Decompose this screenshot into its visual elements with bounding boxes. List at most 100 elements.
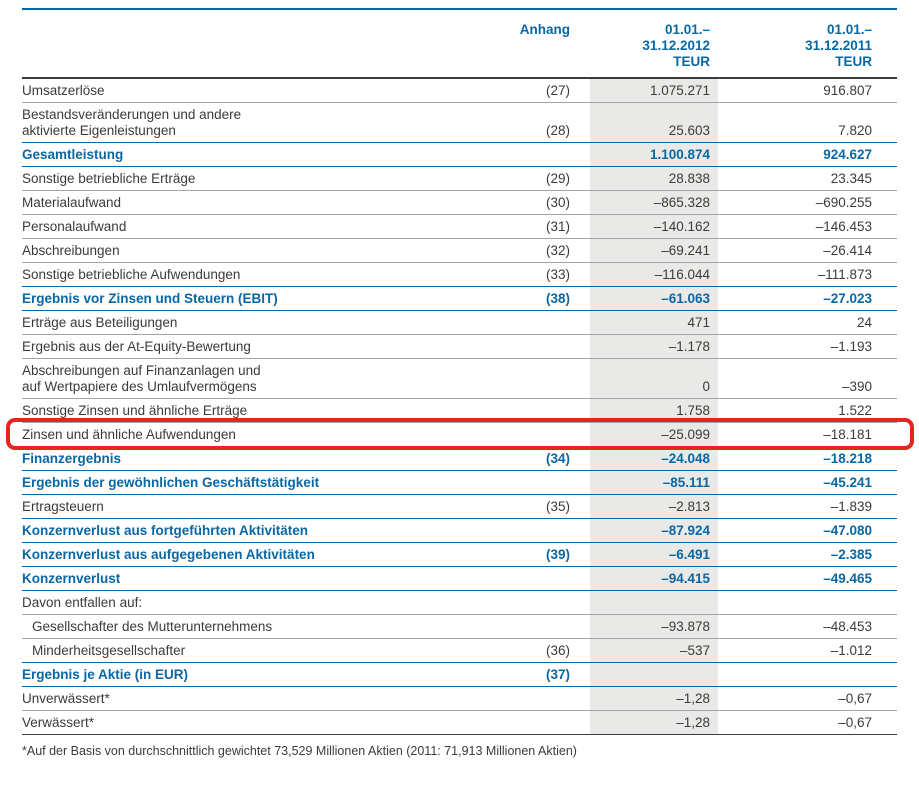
row-value-2011: –0,67 [838, 715, 872, 730]
row-value-2012: –1,28 [590, 711, 718, 734]
row-label: Gesamtleistung [22, 147, 124, 162]
row-anhang-ref: (29) [545, 171, 570, 186]
row-label: Abschreibungen auf Finanzanlagen und auf… [22, 363, 261, 394]
row-value-2011: 1.522 [838, 403, 872, 418]
row-label: Ergebnis der gewöhnlichen Geschäftstätig… [22, 475, 320, 490]
row-value-2012: –94.415 [590, 567, 718, 590]
row-anhang-ref [440, 335, 590, 358]
row-anhang-ref [440, 615, 590, 638]
row-anhang-ref: (27) [545, 83, 570, 98]
row-label: Sonstige betriebliche Erträge [22, 171, 196, 186]
row-value-2011: –48.453 [823, 619, 872, 634]
table-row: Sonstige Zinsen und ähnliche Erträge 1.75… [22, 399, 897, 423]
row-value-2011: –146.453 [815, 219, 872, 234]
table-row: Gesellschafter des Mutterunternehmens –93… [22, 615, 897, 639]
row-value-2011: –27.023 [823, 291, 872, 306]
row-value-2011 [718, 663, 897, 686]
row-anhang-ref [440, 423, 590, 446]
row-value-2012: 1.758 [590, 399, 718, 422]
row-label: Umsatzerlöse [22, 83, 105, 98]
row-anhang-ref: (31) [545, 219, 570, 234]
row-value-2012: 28.838 [590, 167, 718, 190]
row-label: Gesellschafter des Mutterunternehmens [32, 619, 273, 634]
row-value-2012: –116.044 [590, 263, 718, 286]
table-row: Minderheitsgesellschafter (36) –537 –1.012 [22, 639, 897, 663]
row-anhang-ref [440, 591, 590, 614]
row-value-2011: –1.193 [830, 339, 872, 354]
row-value-2011: 23.345 [830, 171, 872, 186]
row-value-2012: –93.878 [590, 615, 718, 638]
row-value-2012: –1,28 [590, 687, 718, 710]
row-value-2011: –1.012 [830, 643, 872, 658]
row-value-2012: –1.178 [590, 335, 718, 358]
table-row: Sonstige betriebliche Aufwendungen (33) –1… [22, 263, 897, 287]
row-value-2012: –25.099 [590, 423, 718, 446]
table-row: Zinsen und ähnliche Aufwendungen –25.099 –… [6, 418, 914, 450]
table-row: Gesamtleistung 1.100.874 924.627 [22, 142, 897, 167]
table-row: Konzernverlust aus fortgeführten Aktivit… [22, 518, 897, 543]
row-value-2012: –6.491 [590, 543, 718, 566]
row-value-2011: –26.414 [823, 243, 872, 258]
row-anhang-ref: (33) [545, 267, 570, 282]
row-anhang-ref: (36) [545, 643, 570, 658]
header-anhang: Anhang [519, 22, 570, 37]
row-value-2011: –1.839 [830, 499, 872, 514]
row-value-2012: –2.813 [590, 495, 718, 518]
row-value-2011: –45.241 [823, 475, 872, 490]
row-value-2012: –865.328 [590, 191, 718, 214]
table-row: Verwässert* –1,28 –0,67 [22, 711, 897, 735]
row-anhang-ref [440, 471, 590, 494]
table-row: Ergebnis je Aktie (in EUR) (37) [22, 662, 897, 687]
row-value-2011: 7.820 [838, 123, 872, 138]
table-row: Davon entfallen auf: [22, 591, 897, 615]
row-value-2012: –87.924 [590, 519, 718, 542]
row-label: Ergebnis aus der At-Equity-Bewertung [22, 339, 251, 354]
row-value-2011 [718, 591, 897, 614]
row-value-2012: –61.063 [590, 287, 718, 310]
table-row: Umsatzerlöse (27) 1.075.271 916.807 [22, 79, 897, 103]
header-period-2011: 01.01.– 31.12.2011 TEUR [805, 22, 872, 69]
row-label: Finanzergebnis [22, 451, 122, 466]
table-row: Unverwässert* –1,28 –0,67 [22, 687, 897, 711]
row-value-2011: 916.807 [823, 83, 872, 98]
row-anhang-ref: (30) [545, 195, 570, 210]
row-anhang-ref [440, 311, 590, 334]
row-anhang-ref [440, 143, 590, 166]
row-value-2012: 471 [590, 311, 718, 334]
row-label: Zinsen und ähnliche Aufwendungen [22, 427, 236, 442]
row-value-2011: –0,67 [838, 691, 872, 706]
row-label: Ertragsteuern [22, 499, 104, 514]
footnote: *Auf der Basis von durchschnittlich gewi… [22, 744, 577, 758]
table-row: Finanzergebnis (34) –24.048 –18.218 [22, 446, 897, 471]
table-row: Sonstige betriebliche Erträge (29) 28.838 2… [22, 167, 897, 191]
row-value-2012: 25.603 [590, 103, 718, 142]
row-anhang-ref [440, 399, 590, 422]
row-anhang-ref [440, 711, 590, 734]
row-anhang-ref: (38) [545, 291, 570, 306]
row-anhang-ref: (35) [545, 499, 570, 514]
row-label: Konzernverlust [22, 571, 121, 586]
row-label: Personalaufwand [22, 219, 127, 234]
row-label: Konzernverlust aus aufgegebenen Aktivitä… [22, 547, 315, 562]
table-row: Ergebnis der gewöhnlichen Geschäftstätig… [22, 470, 897, 495]
row-anhang-ref: (28) [545, 123, 570, 138]
row-anhang-ref [440, 519, 590, 542]
row-value-2012 [590, 591, 718, 614]
row-value-2012: –69.241 [590, 239, 718, 262]
row-label: Bestandsveränderungen und andere aktivie… [22, 107, 242, 138]
row-anhang-ref [440, 359, 590, 398]
table-row: Erträge aus Beteiligungen 471 24 [22, 311, 897, 335]
row-anhang-ref [440, 567, 590, 590]
table-row: Abschreibungen (32) –69.241 –26.414 [22, 239, 897, 263]
row-value-2012: 1.075.271 [590, 79, 718, 102]
row-anhang-ref: (34) [545, 451, 570, 466]
row-anhang-ref: (37) [545, 667, 570, 682]
table-row: Personalaufwand (31) –140.162 –146.453 [22, 215, 897, 239]
row-anhang-ref: (39) [545, 547, 570, 562]
row-label: Ergebnis vor Zinsen und Steuern (EBIT) [22, 291, 278, 306]
table-row: Abschreibungen auf Finanzanlagen und auf… [22, 359, 897, 399]
row-value-2011: –49.465 [823, 571, 872, 586]
row-value-2011: 924.627 [823, 147, 872, 162]
row-value-2012 [590, 663, 718, 686]
income-statement-table: Anhang 01.01.– 31.12.2012 TEUR 01.01.– 3… [6, 8, 914, 759]
